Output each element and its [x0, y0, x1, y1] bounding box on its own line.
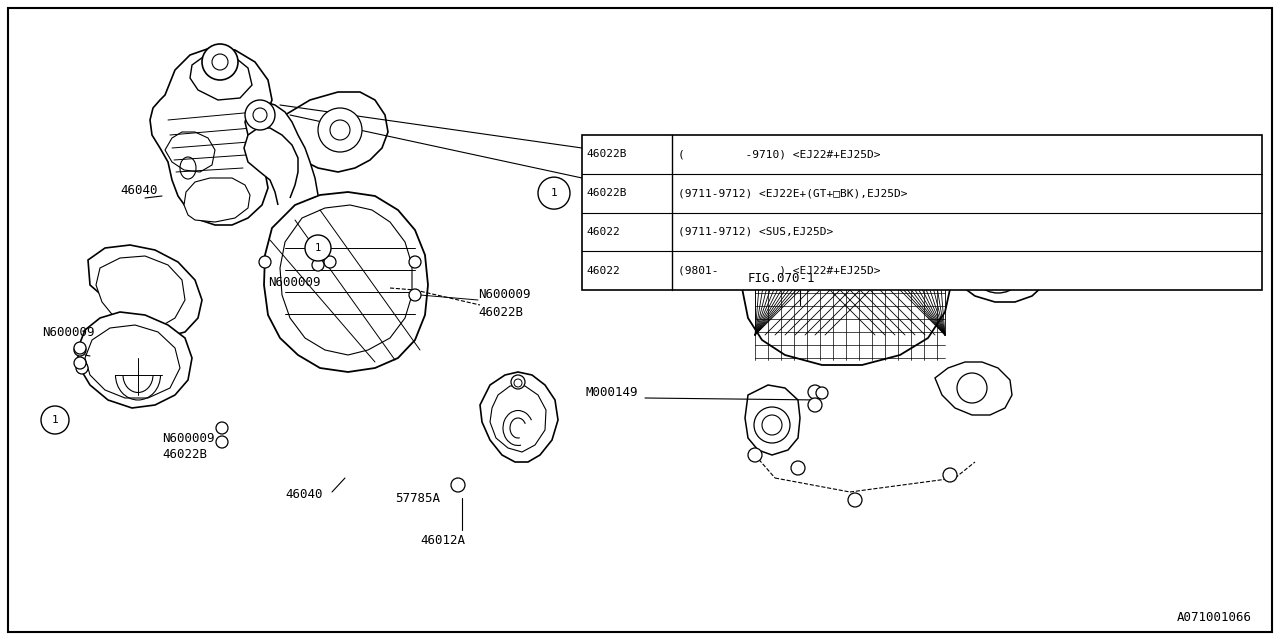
Text: M000149: M000149	[585, 385, 637, 399]
Circle shape	[817, 387, 828, 399]
Text: 46022B: 46022B	[586, 149, 626, 159]
Polygon shape	[950, 225, 1050, 302]
Circle shape	[212, 54, 228, 70]
Text: N600009: N600009	[163, 431, 215, 445]
Text: (9801-         ) <EJ22#+EJ25D>: (9801- ) <EJ22#+EJ25D>	[678, 266, 881, 276]
Circle shape	[410, 256, 421, 268]
Circle shape	[808, 398, 822, 412]
Text: 46022B: 46022B	[477, 305, 524, 319]
Circle shape	[538, 177, 570, 209]
Circle shape	[980, 247, 1016, 283]
Circle shape	[312, 259, 324, 271]
Polygon shape	[264, 192, 428, 372]
Text: 46022: 46022	[586, 227, 620, 237]
Polygon shape	[742, 195, 952, 365]
Text: (         -9710) <EJ22#+EJ25D>: ( -9710) <EJ22#+EJ25D>	[678, 149, 881, 159]
Polygon shape	[84, 325, 180, 398]
Circle shape	[791, 461, 805, 475]
Circle shape	[808, 385, 822, 399]
Text: 46040: 46040	[120, 184, 157, 196]
Polygon shape	[480, 372, 558, 462]
Circle shape	[451, 478, 465, 492]
Circle shape	[74, 342, 86, 354]
Circle shape	[317, 108, 362, 152]
Polygon shape	[244, 128, 298, 205]
Polygon shape	[184, 178, 250, 222]
Circle shape	[515, 379, 522, 387]
Text: A071001066: A071001066	[1178, 611, 1252, 624]
Polygon shape	[189, 52, 252, 100]
Text: N600009: N600009	[42, 326, 95, 339]
Text: 46022B: 46022B	[586, 188, 626, 198]
Circle shape	[330, 120, 349, 140]
Polygon shape	[88, 245, 202, 338]
Circle shape	[216, 422, 228, 434]
Polygon shape	[982, 210, 1015, 228]
Text: 1: 1	[550, 188, 557, 198]
Polygon shape	[78, 312, 192, 408]
Text: 46022B: 46022B	[163, 449, 207, 461]
Circle shape	[748, 448, 762, 462]
Text: 1: 1	[51, 415, 59, 425]
Polygon shape	[280, 205, 412, 355]
Text: N600009: N600009	[477, 289, 530, 301]
Polygon shape	[820, 152, 884, 195]
Text: 57785A: 57785A	[396, 492, 440, 504]
Text: 46022: 46022	[586, 266, 620, 276]
Text: (9711-9712) <EJ22E+(GT+□BK),EJ25D>: (9711-9712) <EJ22E+(GT+□BK),EJ25D>	[678, 188, 908, 198]
Circle shape	[244, 100, 275, 130]
Polygon shape	[582, 135, 1262, 290]
Circle shape	[202, 44, 238, 80]
Circle shape	[762, 415, 782, 435]
Circle shape	[957, 373, 987, 403]
Circle shape	[216, 436, 228, 448]
Polygon shape	[490, 386, 547, 452]
Circle shape	[253, 108, 268, 122]
Circle shape	[76, 362, 88, 374]
Circle shape	[259, 256, 271, 268]
Circle shape	[849, 493, 861, 507]
Polygon shape	[96, 256, 186, 328]
Circle shape	[74, 357, 86, 369]
Circle shape	[754, 407, 790, 443]
Text: N600009: N600009	[268, 275, 320, 289]
Polygon shape	[262, 92, 388, 172]
Polygon shape	[244, 102, 317, 198]
Polygon shape	[150, 48, 273, 225]
Polygon shape	[934, 362, 1012, 415]
Text: 46040: 46040	[285, 488, 323, 502]
Circle shape	[410, 289, 421, 301]
Circle shape	[305, 235, 332, 261]
Circle shape	[511, 375, 525, 389]
Circle shape	[943, 468, 957, 482]
Circle shape	[74, 344, 86, 356]
Circle shape	[970, 237, 1027, 293]
Text: 46012A: 46012A	[420, 534, 465, 547]
Circle shape	[41, 406, 69, 434]
Text: (9711-9712) <SUS,EJ25D>: (9711-9712) <SUS,EJ25D>	[678, 227, 833, 237]
Polygon shape	[745, 385, 800, 455]
Text: 1: 1	[315, 243, 321, 253]
Circle shape	[324, 256, 335, 268]
Polygon shape	[165, 132, 215, 172]
Text: FIG.070-1: FIG.070-1	[748, 271, 815, 285]
